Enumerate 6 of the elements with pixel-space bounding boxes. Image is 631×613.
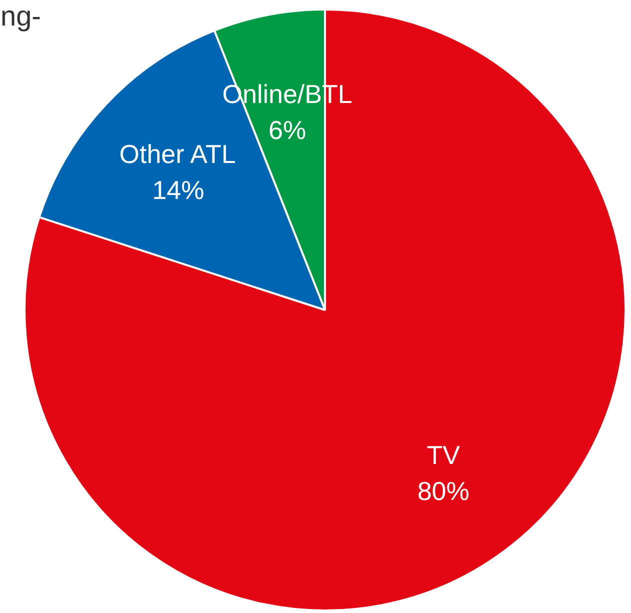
chart-title: ng- — [0, 0, 41, 32]
data-label: 80% — [417, 476, 470, 506]
slice-label: Other ATL — [119, 139, 236, 170]
data-label: 6% — [268, 115, 306, 146]
data-label: 14% — [152, 175, 204, 206]
slice-label: TV — [426, 440, 461, 470]
